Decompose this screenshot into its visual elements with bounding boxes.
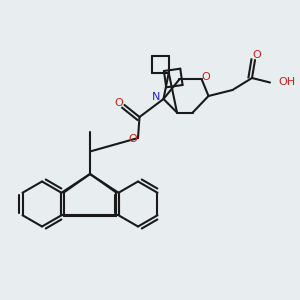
Text: O: O [115, 98, 124, 109]
Text: O: O [202, 72, 211, 82]
Text: N: N [152, 92, 160, 103]
Text: OH: OH [278, 77, 296, 88]
Text: O: O [252, 50, 261, 61]
Text: O: O [128, 134, 137, 145]
